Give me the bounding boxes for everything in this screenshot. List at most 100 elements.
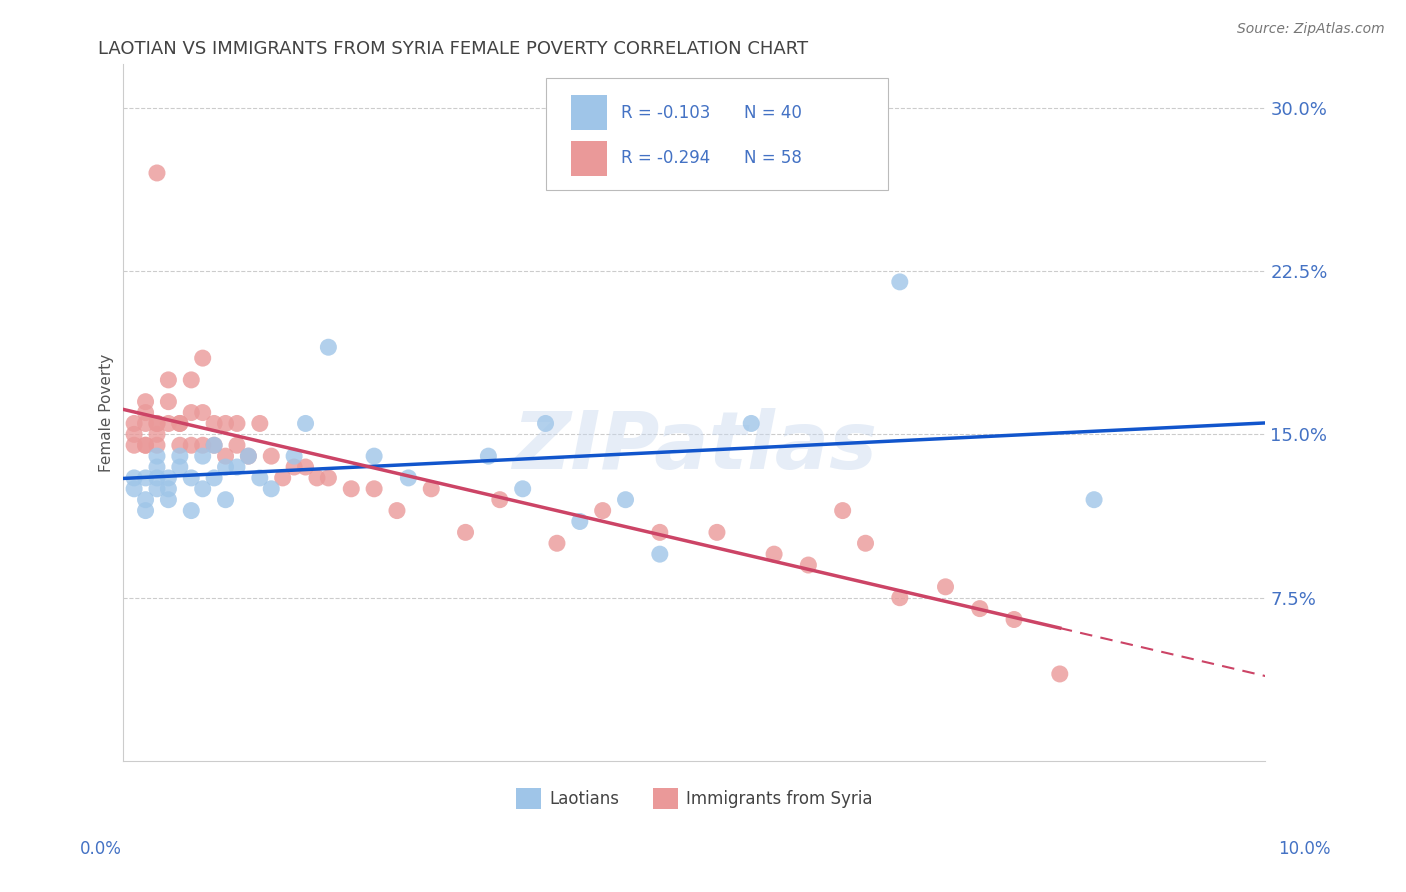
Point xyxy=(146,166,169,180)
Point xyxy=(363,482,385,496)
Point xyxy=(477,449,499,463)
Point xyxy=(157,482,180,496)
Point xyxy=(454,525,477,540)
Point xyxy=(226,460,249,475)
Text: N = 40: N = 40 xyxy=(744,103,803,122)
FancyBboxPatch shape xyxy=(571,141,607,176)
Point xyxy=(135,438,157,452)
Point xyxy=(283,460,305,475)
Point xyxy=(157,394,180,409)
Point xyxy=(169,417,191,431)
Point xyxy=(146,417,169,431)
Text: Source: ZipAtlas.com: Source: ZipAtlas.com xyxy=(1237,22,1385,37)
Point xyxy=(169,417,191,431)
Point xyxy=(135,406,157,420)
Point xyxy=(180,471,202,485)
Point xyxy=(135,417,157,431)
Text: R = -0.103: R = -0.103 xyxy=(621,103,710,122)
Point xyxy=(146,417,169,431)
Point xyxy=(122,482,145,496)
Point xyxy=(855,536,877,550)
Point xyxy=(740,417,762,431)
Point xyxy=(122,438,145,452)
Text: ZIPatlas: ZIPatlas xyxy=(512,409,876,486)
Point xyxy=(889,275,911,289)
Text: 10.0%: 10.0% xyxy=(1278,840,1331,858)
Point xyxy=(889,591,911,605)
Point xyxy=(318,340,340,354)
Point xyxy=(202,471,225,485)
Point xyxy=(1049,667,1071,681)
Point xyxy=(146,449,169,463)
Point xyxy=(214,492,236,507)
Point xyxy=(214,417,236,431)
Point xyxy=(614,492,637,507)
Point xyxy=(122,417,145,431)
Point xyxy=(135,471,157,485)
Point xyxy=(488,492,510,507)
Point xyxy=(135,394,157,409)
Point xyxy=(135,492,157,507)
FancyBboxPatch shape xyxy=(571,95,607,130)
Point xyxy=(706,525,728,540)
Point xyxy=(420,482,443,496)
Point xyxy=(363,449,385,463)
FancyBboxPatch shape xyxy=(546,78,889,189)
Point xyxy=(169,460,191,475)
Point xyxy=(122,471,145,485)
Point xyxy=(763,547,786,561)
Point xyxy=(180,373,202,387)
Point xyxy=(934,580,956,594)
Point xyxy=(180,503,202,517)
Text: 0.0%: 0.0% xyxy=(80,840,122,858)
Point xyxy=(157,417,180,431)
Point xyxy=(146,460,169,475)
Point xyxy=(191,406,214,420)
Point xyxy=(191,351,214,365)
Point xyxy=(249,417,271,431)
Point xyxy=(294,417,316,431)
Point xyxy=(249,471,271,485)
Point xyxy=(169,449,191,463)
Point xyxy=(202,417,225,431)
Text: N = 58: N = 58 xyxy=(744,149,803,167)
Point xyxy=(226,417,249,431)
Point xyxy=(1083,492,1105,507)
Point xyxy=(534,417,557,431)
Point xyxy=(202,438,225,452)
Point xyxy=(214,460,236,475)
Point xyxy=(396,471,419,485)
Point xyxy=(191,449,214,463)
Y-axis label: Female Poverty: Female Poverty xyxy=(100,353,114,472)
Point xyxy=(169,438,191,452)
Point xyxy=(238,449,260,463)
Point xyxy=(340,482,363,496)
Point xyxy=(568,515,591,529)
Point xyxy=(1002,613,1025,627)
Point xyxy=(146,482,169,496)
Point xyxy=(122,427,145,442)
Point xyxy=(305,471,328,485)
Point xyxy=(797,558,820,572)
Point xyxy=(191,482,214,496)
Point xyxy=(512,482,534,496)
Text: LAOTIAN VS IMMIGRANTS FROM SYRIA FEMALE POVERTY CORRELATION CHART: LAOTIAN VS IMMIGRANTS FROM SYRIA FEMALE … xyxy=(98,40,808,58)
Point xyxy=(202,438,225,452)
Point xyxy=(969,601,991,615)
Point xyxy=(180,438,202,452)
Point xyxy=(592,503,614,517)
Point xyxy=(146,438,169,452)
Point xyxy=(180,406,202,420)
Point xyxy=(648,547,671,561)
Point xyxy=(157,492,180,507)
Point xyxy=(146,471,169,485)
Point xyxy=(157,373,180,387)
Point xyxy=(226,438,249,452)
Point xyxy=(260,449,283,463)
Point xyxy=(831,503,853,517)
Point xyxy=(260,482,283,496)
Point xyxy=(318,471,340,485)
Point xyxy=(157,471,180,485)
Point xyxy=(214,449,236,463)
Point xyxy=(648,525,671,540)
